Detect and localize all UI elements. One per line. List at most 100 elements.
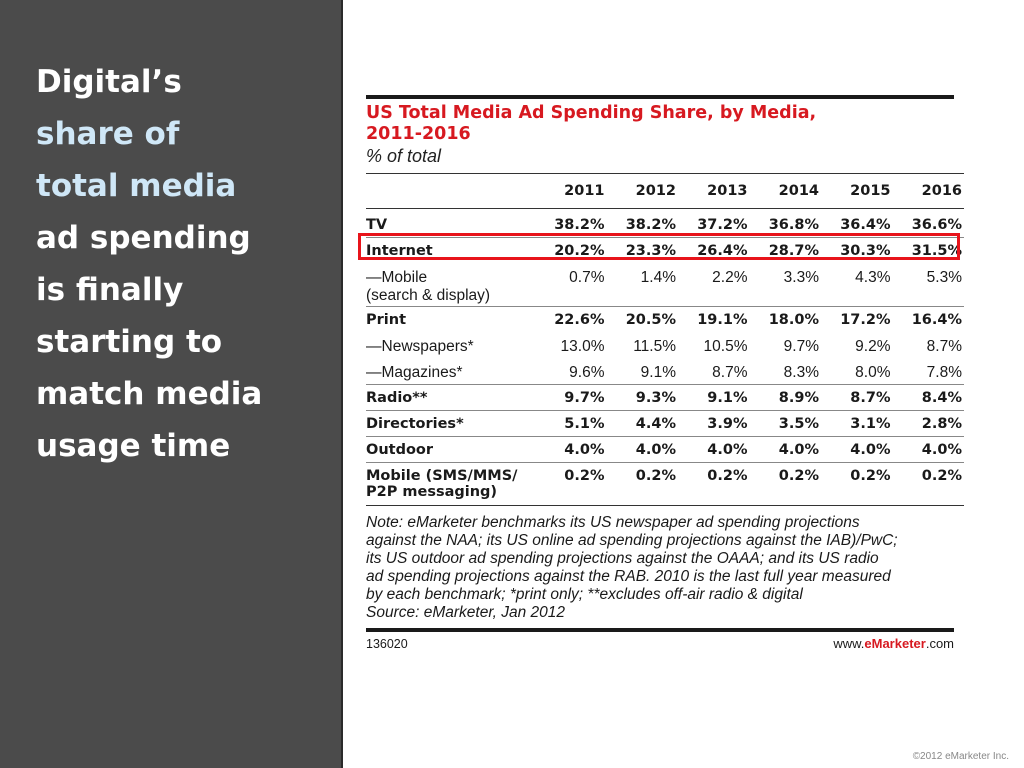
value-cell: 0.2% — [535, 462, 607, 506]
value-cell: 1.4% — [640, 268, 676, 286]
row-label-text: Mobile (SMS/MMS/ — [366, 468, 518, 484]
row-label: Print — [366, 306, 535, 333]
value-cell: 22.6% — [535, 306, 607, 333]
value-cell: 8.7% — [712, 363, 748, 381]
slide-title-line: match media — [36, 376, 263, 412]
value-cell: 36.8% — [768, 217, 819, 233]
slide-title-line: Digital’s — [36, 64, 182, 100]
row-label-text: Radio** — [366, 390, 428, 406]
value-cell: 2.2% — [712, 268, 748, 286]
row-label-text: —Newspapers* — [366, 337, 474, 355]
source-url-brand: eMarketer — [864, 636, 926, 651]
value-cell: 4.4% — [606, 410, 678, 437]
value-cell: 9.6% — [569, 363, 605, 381]
value-cell: 9.7% — [783, 337, 819, 355]
note-line: by each benchmark; *print only; **exclud… — [366, 586, 803, 603]
column-header-2012: 2012 — [606, 173, 678, 209]
value-cell: 16.4% — [892, 306, 964, 333]
row-label-subtext: P2P messaging) — [366, 484, 498, 500]
value-cell: 36.4% — [840, 217, 891, 233]
chart-footer: 136020 www.eMarketer.com — [366, 635, 954, 655]
table-row: Print 22.6% 20.5% 19.1% 18.0% 17.2% 16.4% — [366, 306, 964, 333]
copyright: ©2012 eMarketer Inc. — [912, 751, 1009, 762]
column-header-2016: 2016 — [892, 173, 964, 209]
row-label: —Newspapers* — [366, 333, 535, 359]
chart-note: Note: eMarketer benchmarks its US newspa… — [366, 514, 954, 622]
value-cell: 0.2% — [821, 462, 893, 506]
row-label-text: —Mobile — [366, 268, 428, 286]
value-cell: 20.5% — [606, 306, 678, 333]
value-cell: 13.0% — [560, 337, 605, 355]
row-label-text: —Magazines* — [366, 363, 463, 381]
value-cell: 3.3% — [783, 268, 819, 286]
row-label-text: Print — [366, 312, 407, 328]
table-row: Directories* 5.1% 4.4% 3.9% 3.5% 3.1% 2.8% — [366, 410, 964, 437]
value-cell: 2.8% — [892, 410, 964, 437]
value-cell: 0.2% — [749, 462, 821, 506]
header-blank — [366, 173, 535, 209]
row-label: Directories* — [366, 410, 535, 437]
column-header-2013: 2013 — [678, 173, 750, 209]
value-cell: 0.7% — [569, 268, 605, 286]
value-cell: 4.0% — [678, 436, 750, 463]
chart-title-line-2: 2011-2016 — [366, 124, 471, 144]
row-label: TV — [366, 209, 535, 238]
source-url: www.eMarketer.com — [833, 636, 954, 651]
value-cell: 17.2% — [821, 306, 893, 333]
value-cell: 0.2% — [678, 462, 750, 506]
value-cell: 4.0% — [535, 436, 607, 463]
value-cell: 9.1% — [678, 384, 750, 411]
value-cell: 4.3% — [855, 268, 891, 286]
header-row: 2011 2012 2013 2014 2015 2016 — [366, 173, 964, 209]
slide-title-line: is finally — [36, 272, 184, 308]
value-cell: 38.2% — [554, 217, 605, 233]
table-row: Radio** 9.7% 9.3% 9.1% 8.9% 8.7% 8.4% — [366, 384, 964, 411]
value-cell: 9.2% — [855, 337, 891, 355]
chart-title-line-1: US Total Media Ad Spending Share, by Med… — [366, 103, 817, 123]
value-cell: 9.7% — [535, 384, 607, 411]
value-cell: 37.2% — [697, 217, 748, 233]
value-cell: 9.1% — [640, 363, 676, 381]
table-row: Outdoor 4.0% 4.0% 4.0% 4.0% 4.0% 4.0% — [366, 436, 964, 463]
slide-title-line: usage time — [36, 428, 231, 464]
row-label: Outdoor — [366, 436, 535, 463]
table-row: —Mobile (search & display) 0.7% 1.4% 2.2% 3.3… — [366, 264, 964, 307]
value-cell: 3.9% — [678, 410, 750, 437]
value-cell: 4.0% — [821, 436, 893, 463]
row-label: Mobile (SMS/MMS/P2P messaging) — [366, 462, 535, 506]
value-cell: 4.0% — [749, 436, 821, 463]
value-cell: 11.5% — [633, 337, 676, 355]
title-panel: Digital’s share of total media ad spending i… — [0, 0, 341, 768]
column-header-2015: 2015 — [821, 173, 893, 209]
value-cell: 8.7% — [821, 384, 893, 411]
bottom-rule — [366, 628, 954, 632]
row-label-text: Outdoor — [366, 442, 434, 458]
column-header-2014: 2014 — [749, 173, 821, 209]
row-label-text: TV — [366, 217, 388, 233]
value-cell: 8.9% — [749, 384, 821, 411]
table-row: Mobile (SMS/MMS/P2P messaging) 0.2% 0.2% 0.… — [366, 462, 964, 506]
column-header-2011: 2011 — [535, 173, 607, 209]
value-cell: 0.2% — [606, 462, 678, 506]
row-label: —Mobile (search & display) — [366, 264, 535, 307]
value-cell: 8.3% — [783, 363, 819, 381]
note-line: against the NAA; its US online ad spendi… — [366, 532, 898, 549]
value-cell: 5.3% — [926, 268, 962, 286]
value-cell: 5.1% — [535, 410, 607, 437]
data-table: 2011 2012 2013 2014 2015 2016 TV 38.2% 38.2% 37.… — [366, 173, 964, 506]
row-label-text: Internet — [366, 243, 433, 259]
table-row: —Magazines* 9.6% 9.1% 8.7% 8.3% 8.0% 7.8% — [366, 359, 964, 385]
value-cell: 36.6% — [911, 217, 962, 233]
value-cell: 8.7% — [926, 337, 962, 355]
value-cell: 8.4% — [892, 384, 964, 411]
source-url-suffix: .com — [925, 636, 954, 651]
slide-title: Digital’s share of total media ad spending i… — [36, 56, 336, 472]
note-line: ad spending projections against the RAB.… — [366, 568, 891, 585]
row-label: —Magazines* — [366, 359, 535, 385]
internet-row-highlight-box — [358, 233, 960, 260]
value-cell: 3.1% — [821, 410, 893, 437]
source-url-prefix: www. — [833, 636, 865, 651]
chart-subtitle: % of total — [366, 146, 442, 166]
chart-table-figure: US Total Media Ad Spending Share, by Med… — [366, 95, 964, 655]
note-line: Note: eMarketer benchmarks its US newspa… — [366, 514, 860, 531]
